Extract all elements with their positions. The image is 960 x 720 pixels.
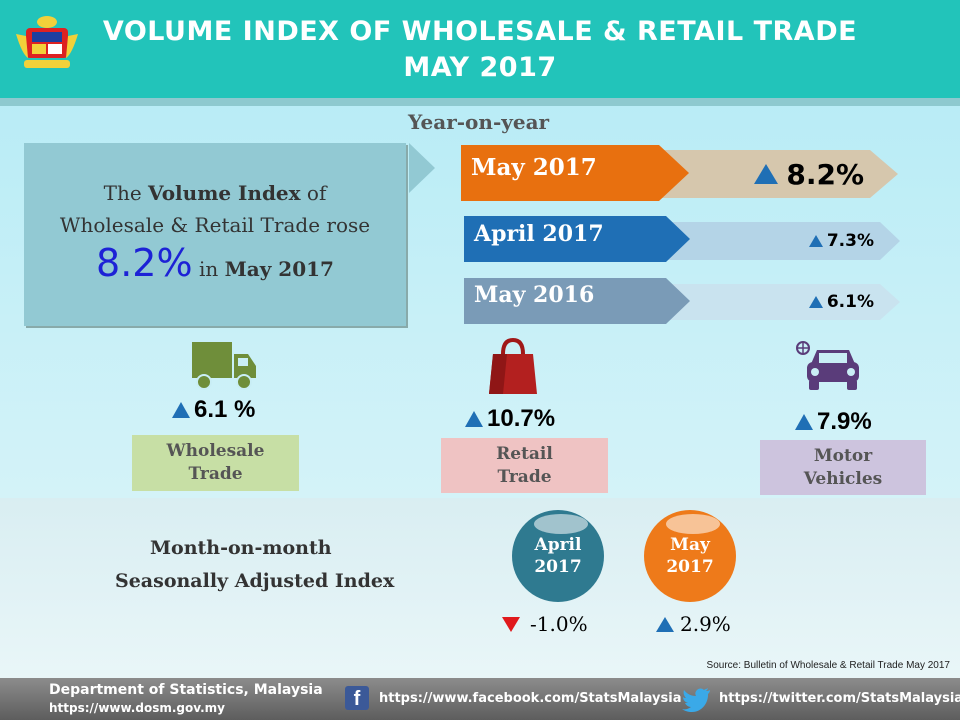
up-arrow-icon xyxy=(808,235,823,247)
yoy-bar-value-text: 7.3% xyxy=(826,231,874,251)
category-label-motor: Motor Vehicles xyxy=(760,440,926,495)
yoy-heading: Year-on-year xyxy=(408,110,550,134)
twitter-icon[interactable] xyxy=(682,686,712,712)
truck-icon xyxy=(192,342,256,390)
yoy-bar-head xyxy=(464,278,690,324)
summary-line-1: The Volume Index of xyxy=(24,181,406,205)
up-arrow-icon xyxy=(754,164,779,184)
yoy-bar-value-text: 8.2% xyxy=(786,157,864,191)
yoy-bar-tail xyxy=(660,222,900,260)
up-arrow-icon xyxy=(795,414,813,430)
summary-line-3: 8.2% in May 2017 xyxy=(24,241,406,285)
category-value-text: 6.1 % xyxy=(194,396,256,423)
twitter-link[interactable]: https://twitter.com/StatsMalaysia xyxy=(719,691,960,706)
up-arrow-icon xyxy=(656,616,674,632)
yoy-bar-head xyxy=(464,216,690,262)
category-value: 7.9% xyxy=(795,407,872,437)
page-subtitle: MAY 2017 xyxy=(403,52,557,83)
mom-value-text: 2.9% xyxy=(680,612,731,636)
header-divider xyxy=(0,98,960,106)
summary-bold-text: Volume Index xyxy=(148,181,301,205)
summary-text: of xyxy=(300,181,327,205)
yoy-bar-tail xyxy=(660,284,900,320)
category-label-text: Wholesale Trade xyxy=(166,441,265,484)
yoy-bar-head xyxy=(461,145,689,201)
car-icon xyxy=(796,341,859,390)
yoy-bar-tail xyxy=(660,150,898,198)
source-note: Source: Bulletin of Wholesale & Retail T… xyxy=(706,660,950,671)
mom-section-background xyxy=(0,498,960,678)
coat-of-arms-icon xyxy=(16,16,78,68)
category-label-text: Retail Trade xyxy=(496,443,553,487)
yoy-bar-value: 8.2% xyxy=(690,150,900,198)
page-title: VOLUME INDEX OF WHOLESALE & RETAIL TRADE xyxy=(102,16,858,47)
category-label-text: Motor Vehicles xyxy=(803,445,883,489)
mom-circle-may: May 2017 xyxy=(644,510,736,602)
circle-highlight xyxy=(666,514,720,534)
up-arrow-icon xyxy=(808,296,823,308)
mom-subheading: Seasonally Adjusted Index xyxy=(115,570,395,592)
category-label-wholesale: Wholesale Trade xyxy=(132,435,299,491)
down-arrow-icon xyxy=(502,616,520,632)
yoy-bar-value: 7.3% xyxy=(690,222,902,260)
shopping-bag-icon xyxy=(489,337,537,394)
category-value-text: 7.9% xyxy=(817,408,872,435)
mom-value-text: -1.0% xyxy=(530,612,588,636)
yoy-bar-value-text: 6.1% xyxy=(826,292,874,312)
yoy-bar-period: April 2017 xyxy=(474,221,604,247)
mom-circle-text: May 2017 xyxy=(666,535,714,577)
mom-circle-text: April 2017 xyxy=(534,535,582,577)
category-value-text: 10.7% xyxy=(487,405,556,432)
yoy-bar-value: 6.1% xyxy=(690,284,902,320)
category-label-retail: Retail Trade xyxy=(441,438,608,493)
footer xyxy=(0,678,960,720)
summary-text: in xyxy=(192,257,225,281)
mom-value: -1.0% xyxy=(502,612,588,636)
circle-highlight xyxy=(534,514,588,534)
summary-month: May 2017 xyxy=(224,257,334,281)
facebook-link[interactable]: https://www.facebook.com/StatsMalaysia xyxy=(379,691,682,706)
up-arrow-icon xyxy=(172,402,190,418)
summary-line-2: Wholesale & Retail Trade rose xyxy=(59,213,371,237)
category-value: 10.7% xyxy=(465,404,555,434)
category-value: 6.1 % xyxy=(172,395,255,425)
yoy-bar-period: May 2017 xyxy=(471,154,597,181)
mom-heading: Month-on-month xyxy=(150,537,332,559)
facebook-icon[interactable]: f xyxy=(345,686,369,710)
header-banner xyxy=(0,0,960,98)
up-arrow-icon xyxy=(465,411,483,427)
yoy-bar-period: May 2016 xyxy=(474,282,595,308)
summary-text: The xyxy=(103,181,149,205)
mom-value: 2.9% xyxy=(656,612,731,636)
summary-value: 8.2% xyxy=(96,241,193,285)
footer-org-name: Department of Statistics, Malaysia xyxy=(49,682,323,698)
summary-pointer-arrow xyxy=(409,143,435,193)
footer-org-url[interactable]: https://www.dosm.gov.my xyxy=(49,701,225,715)
summary-box: The Volume Index of Wholesale & Retail T… xyxy=(24,143,406,326)
